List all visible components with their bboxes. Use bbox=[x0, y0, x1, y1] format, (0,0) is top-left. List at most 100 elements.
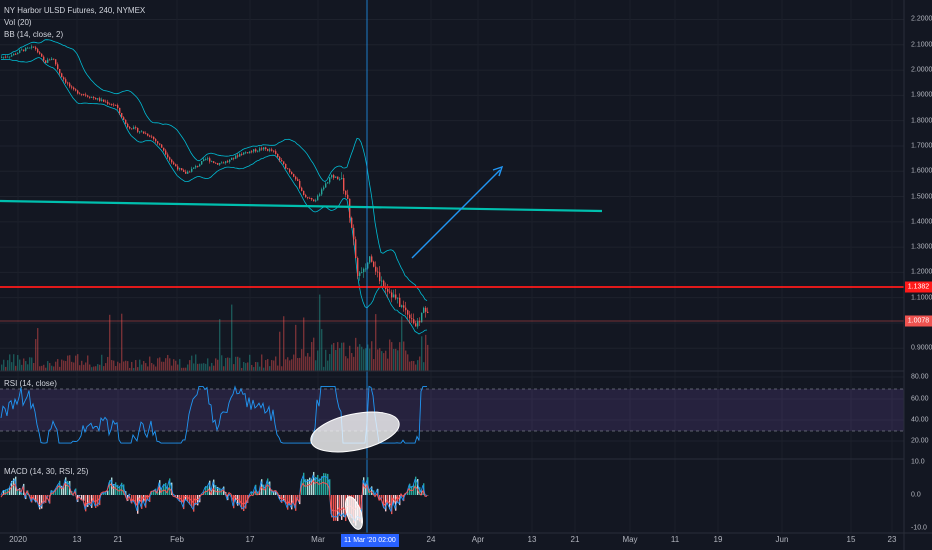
last-price-badge: 1.0078 bbox=[905, 315, 932, 327]
volume-bar bbox=[191, 355, 193, 371]
volume-bar bbox=[41, 365, 43, 371]
volume-bar bbox=[413, 361, 415, 371]
rsi-axis-label: 60.00 bbox=[911, 395, 929, 403]
candle-body bbox=[383, 280, 385, 288]
volume-bar bbox=[83, 364, 85, 371]
candle-body bbox=[113, 104, 115, 106]
candle-body bbox=[271, 149, 273, 151]
macd-histogram-bar bbox=[215, 485, 217, 495]
candle-body bbox=[143, 131, 145, 134]
candle-body bbox=[101, 99, 103, 101]
candle-body bbox=[307, 197, 309, 199]
volume-bar bbox=[269, 366, 271, 371]
volume-bar bbox=[411, 360, 413, 371]
candle-body bbox=[333, 175, 335, 178]
macd-histogram-bar bbox=[189, 495, 191, 505]
candle-body bbox=[233, 157, 235, 159]
candle-body bbox=[199, 164, 201, 167]
rsi-legend[interactable]: RSI (14, close) bbox=[4, 379, 57, 388]
candle-body bbox=[221, 162, 223, 164]
macd-histogram-bar bbox=[251, 491, 253, 495]
volume-bar bbox=[311, 342, 313, 371]
macd-histogram-bar bbox=[273, 491, 275, 495]
macd-histogram-bar bbox=[39, 495, 41, 510]
vol-legend[interactable]: Vol (20) bbox=[4, 18, 32, 27]
main-legend[interactable]: NY Harbor ULSD Futures, 240, NYMEX bbox=[4, 6, 146, 15]
macd-histogram-bar bbox=[121, 482, 123, 495]
volume-bar bbox=[229, 357, 231, 371]
macd-histogram-bar bbox=[297, 495, 299, 499]
volume-bar bbox=[69, 355, 71, 371]
candle-body bbox=[393, 294, 395, 298]
volume-bar bbox=[49, 363, 51, 371]
volume-bar bbox=[407, 354, 409, 371]
candle-body bbox=[29, 47, 31, 49]
volume-bar bbox=[383, 353, 385, 371]
macd-histogram-bar bbox=[153, 490, 155, 495]
macd-legend[interactable]: MACD (14, 30, RSI, 25) bbox=[4, 467, 89, 476]
time-axis-label: 2020 bbox=[9, 535, 27, 544]
candle-body bbox=[417, 321, 419, 327]
candle-body bbox=[139, 131, 141, 133]
macd-histogram-bar bbox=[401, 495, 403, 497]
volume-bar bbox=[27, 364, 29, 371]
volume-bar bbox=[219, 319, 221, 371]
macd-histogram-bar bbox=[391, 495, 393, 515]
volume-bar bbox=[171, 365, 173, 371]
candle-body bbox=[103, 99, 105, 102]
candle-body bbox=[7, 56, 9, 58]
grid bbox=[0, 18, 904, 442]
candle-body bbox=[63, 77, 65, 80]
candle-body bbox=[395, 294, 397, 299]
volume-bar bbox=[253, 367, 255, 371]
price-axis-label: 1.6000 bbox=[911, 167, 932, 175]
candle-body bbox=[313, 199, 315, 202]
rsi-highlight-ellipse bbox=[310, 411, 400, 453]
candle-body bbox=[183, 170, 185, 172]
time-axis-label: 13 bbox=[72, 535, 82, 544]
macd-histogram-bar bbox=[285, 495, 287, 504]
volume-bar bbox=[157, 358, 159, 371]
volume-bar bbox=[113, 360, 115, 371]
candle-body bbox=[355, 239, 357, 259]
macd-histogram-bar bbox=[243, 495, 245, 512]
candle-body bbox=[305, 194, 307, 198]
time-axis-label: 17 bbox=[245, 535, 255, 544]
rsi-band-fill bbox=[0, 389, 904, 431]
volume-bar bbox=[327, 360, 329, 371]
price-axis-label: 1.5000 bbox=[911, 193, 932, 201]
volume-bar bbox=[89, 364, 91, 371]
volume-bar bbox=[261, 354, 263, 371]
bb-legend[interactable]: BB (14, close, 2) bbox=[4, 30, 64, 39]
candle-body bbox=[283, 161, 285, 165]
candle-body bbox=[425, 307, 427, 312]
candle-body bbox=[287, 168, 289, 170]
candle-body bbox=[111, 104, 113, 105]
macd-histogram-bar bbox=[281, 495, 283, 503]
macd-histogram-bar bbox=[65, 477, 67, 495]
candle-body bbox=[363, 268, 365, 273]
volume-bar bbox=[425, 334, 427, 371]
volume-bar bbox=[75, 355, 77, 371]
candle-body bbox=[239, 154, 241, 157]
candle-body bbox=[353, 227, 355, 240]
candle-body bbox=[205, 159, 207, 160]
candle-body bbox=[67, 82, 69, 84]
macd-histogram-bar bbox=[265, 486, 267, 495]
candle-body bbox=[175, 164, 177, 167]
candle-body bbox=[347, 194, 349, 199]
candle-body bbox=[89, 96, 91, 98]
candle-body bbox=[279, 156, 281, 161]
candle-body bbox=[311, 198, 313, 200]
volume-bar bbox=[233, 364, 235, 371]
volume-bar bbox=[37, 328, 39, 371]
macd-histogram-bar bbox=[337, 495, 339, 522]
volume-bar bbox=[297, 358, 299, 371]
candle-body bbox=[19, 50, 21, 53]
macd-histogram-bar bbox=[233, 495, 235, 509]
macd-histogram-bar bbox=[313, 471, 315, 495]
time-axis-label: Mar bbox=[311, 535, 325, 544]
candle-body bbox=[407, 310, 409, 315]
candle-body bbox=[135, 127, 137, 129]
